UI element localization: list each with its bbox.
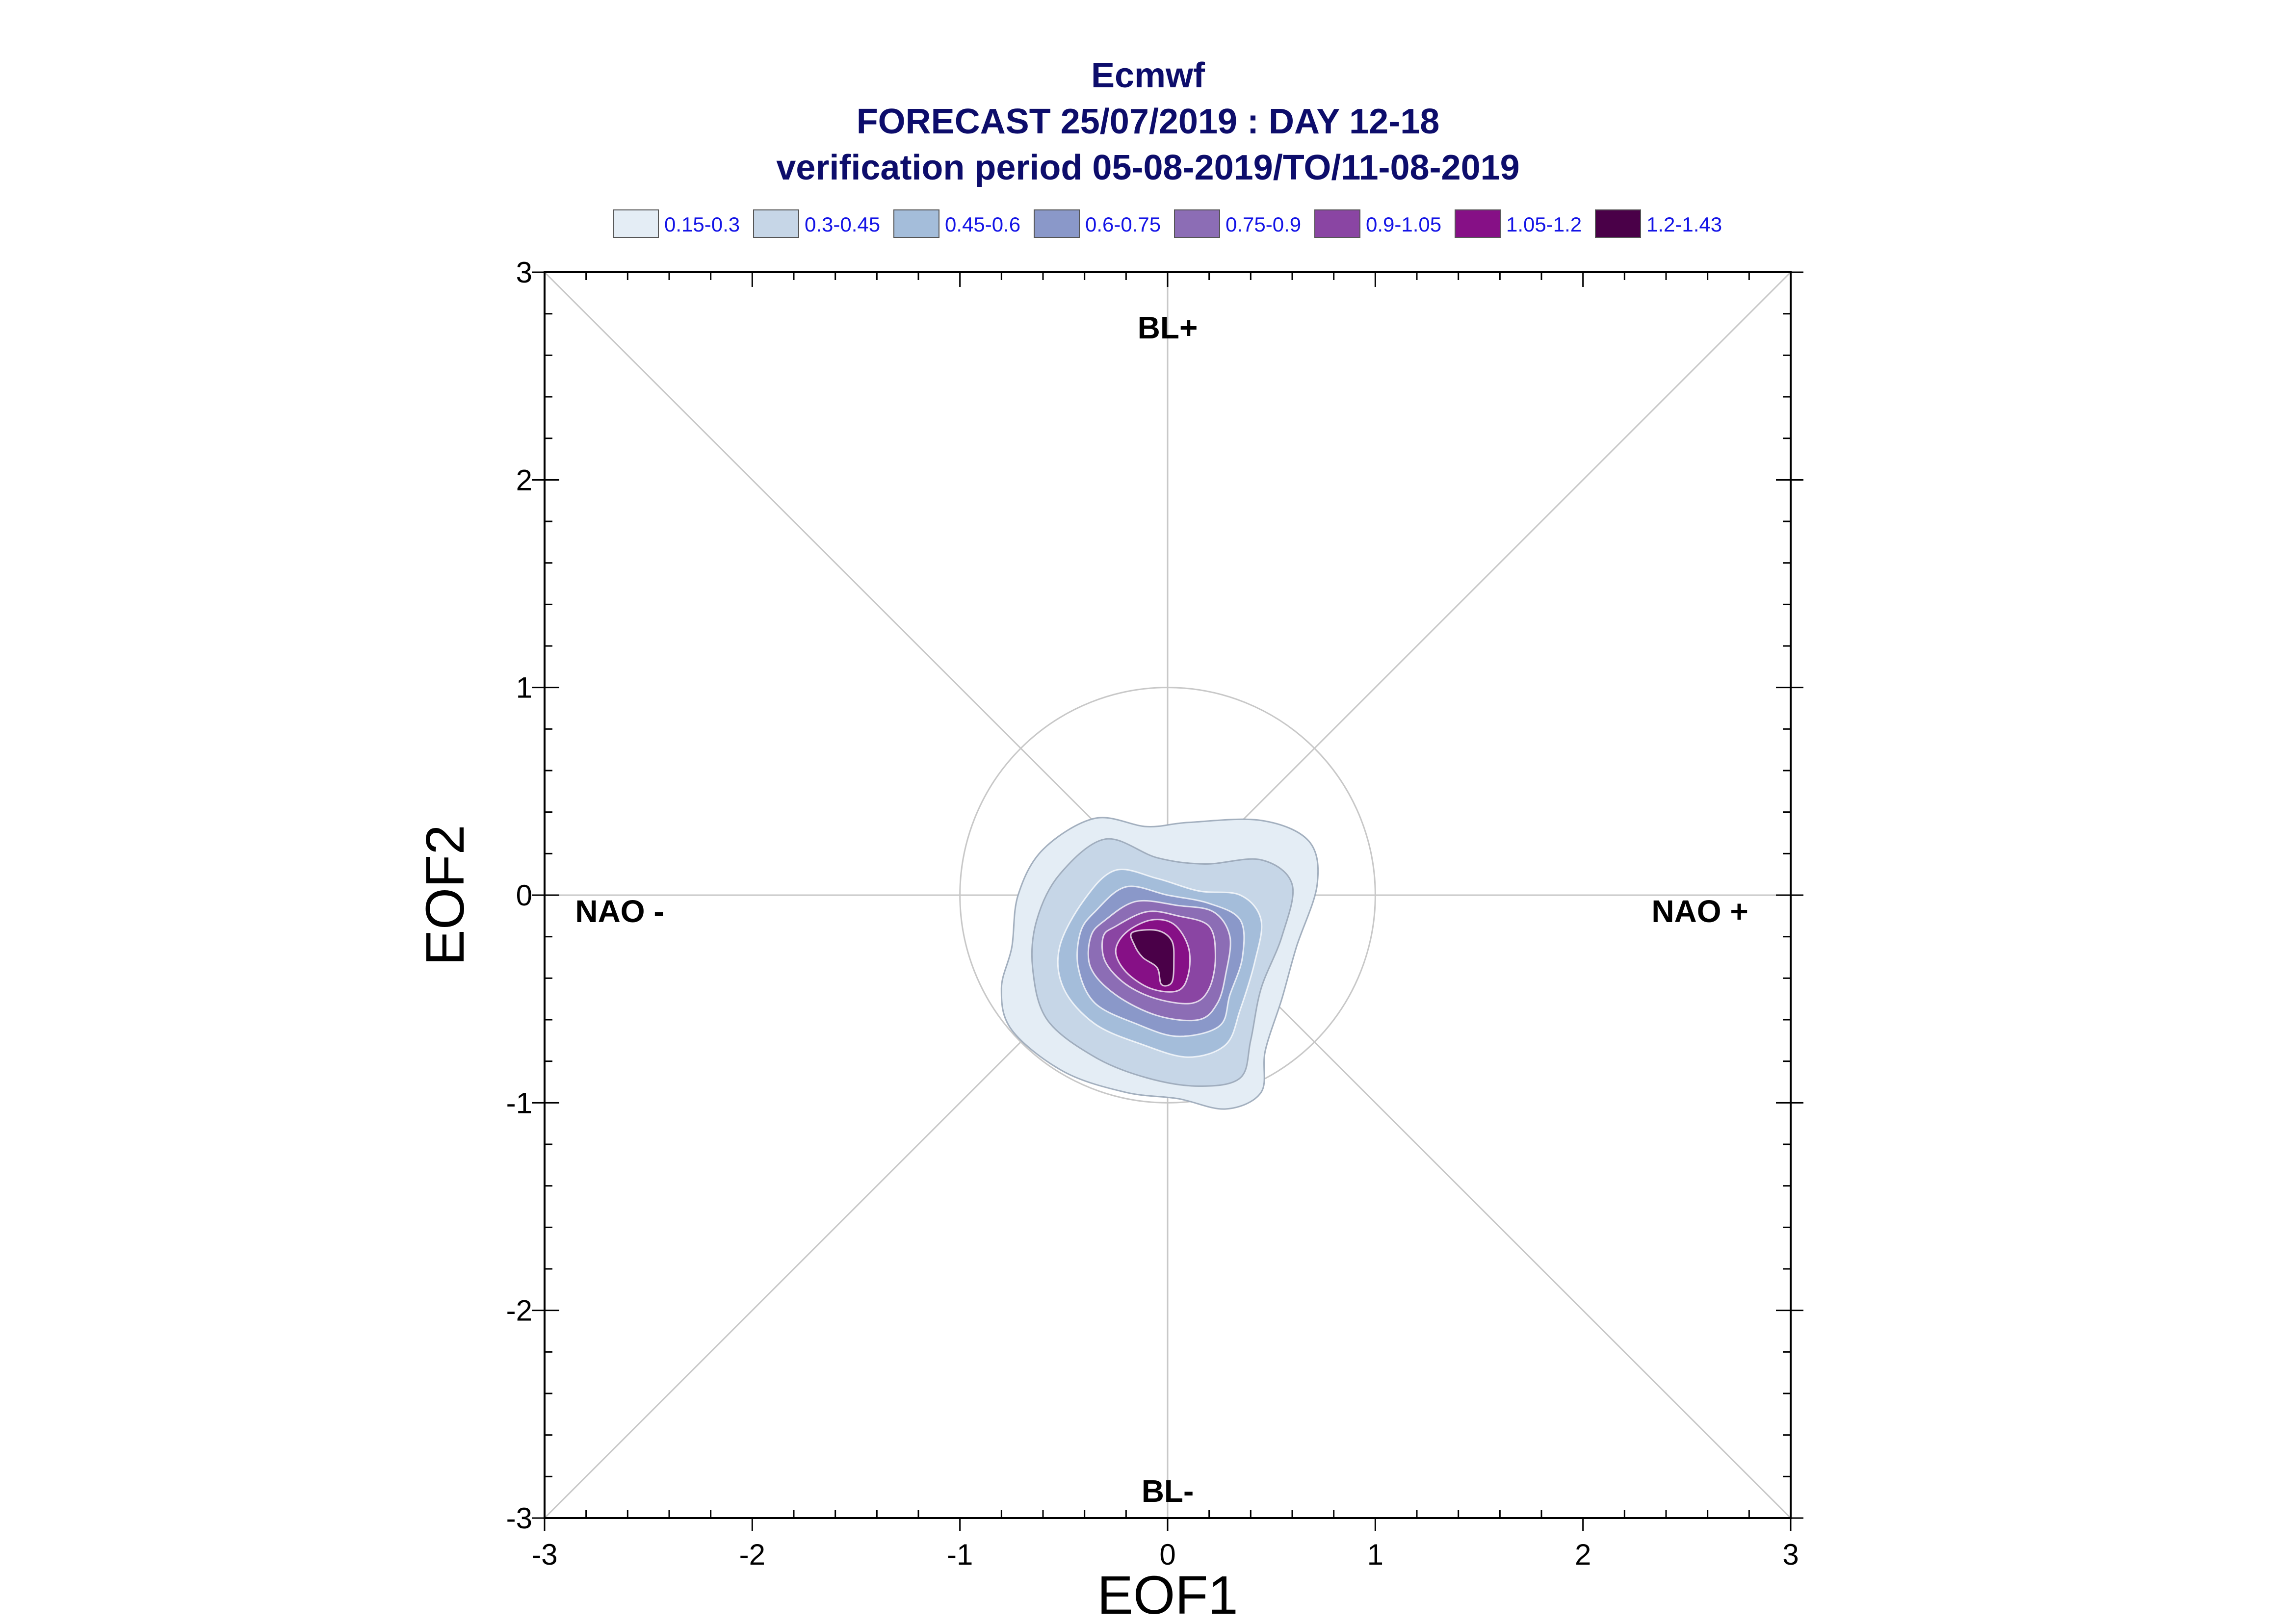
regime-label-bl-minus: BL- (1142, 1473, 1194, 1509)
chart-subtitle: FORECAST 25/07/2019 : DAY 12-18 (857, 102, 1440, 141)
legend-label: 0.45-0.6 (945, 213, 1020, 236)
density-contours (1000, 817, 1319, 1110)
y-tick-label: -1 (506, 1086, 532, 1119)
regime-label-bl-plus: BL+ (1138, 310, 1198, 345)
x-tick-label: 0 (1159, 1538, 1175, 1571)
x-tick-labels: -3 -2 -1 0 1 2 3 (531, 1538, 1799, 1571)
x-axis-title: EOF1 (1097, 1565, 1238, 1624)
legend-label: 1.05-1.2 (1506, 213, 1582, 236)
legend: 0.15-0.3 0.3-0.45 0.45-0.6 0.6-0.75 0.75-0.9… (613, 209, 1722, 238)
regime-label-nao-minus: NAO - (575, 894, 664, 929)
axis-ticks (532, 271, 1803, 1531)
y-tick-label: 2 (516, 464, 532, 496)
x-tick-label: 1 (1367, 1538, 1383, 1571)
legend-label: 0.3-0.45 (805, 213, 880, 236)
y-tick-label: -2 (506, 1294, 532, 1327)
legend-label: 1.2-1.43 (1646, 213, 1722, 236)
contour-level-8 (1130, 929, 1175, 987)
y-tick-labels: 3 2 1 0 -1 -2 -3 (506, 256, 532, 1535)
x-tick-label: 3 (1782, 1538, 1799, 1571)
plot-frame (544, 271, 1792, 1519)
legend-label: 0.6-0.75 (1085, 213, 1161, 236)
x-tick-label: -1 (947, 1538, 973, 1571)
legend-swatch (1595, 209, 1641, 238)
y-tick-label: 0 (516, 879, 532, 912)
chart-title: Ecmwf (1091, 56, 1205, 95)
legend-label: 0.75-0.9 (1226, 213, 1301, 236)
legend-swatch (1314, 209, 1360, 238)
legend-swatch (1455, 209, 1501, 238)
y-tick-label: 3 (516, 256, 532, 289)
x-tick-label: -3 (531, 1538, 557, 1571)
legend-label: 0.9-1.05 (1366, 213, 1441, 236)
unit-circle (959, 687, 1376, 1104)
regime-label-nao-plus: NAO + (1651, 894, 1748, 929)
y-tick-label: 1 (516, 671, 532, 704)
legend-swatch (1034, 209, 1080, 238)
y-tick-label: -3 (506, 1502, 532, 1535)
x-tick-label: 2 (1575, 1538, 1591, 1571)
chart-subtitle-2: verification period 05-08-2019/TO/11-08-… (776, 148, 1519, 187)
x-tick-label: -2 (739, 1538, 765, 1571)
legend-swatch (753, 209, 799, 238)
legend-swatch (613, 209, 659, 238)
legend-label: 0.15-0.3 (664, 213, 740, 236)
legend-swatch (893, 209, 939, 238)
y-axis-title: EOF2 (415, 825, 475, 965)
legend-swatch (1174, 209, 1220, 238)
